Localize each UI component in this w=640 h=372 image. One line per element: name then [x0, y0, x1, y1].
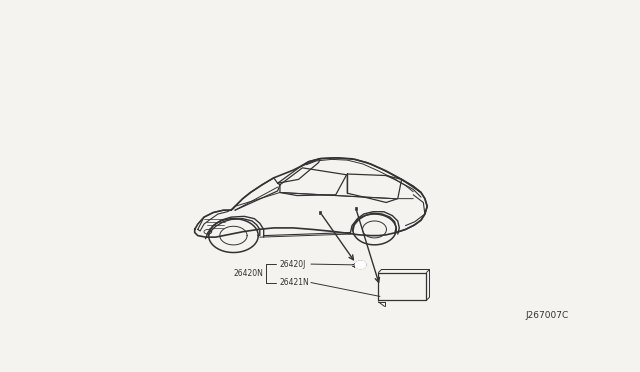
Bar — [319, 211, 321, 214]
Text: J267007C: J267007C — [525, 311, 568, 320]
Text: 26421N: 26421N — [279, 278, 309, 287]
Text: 26420N: 26420N — [233, 269, 263, 278]
Polygon shape — [355, 261, 366, 269]
Text: 26420J: 26420J — [279, 260, 305, 269]
Bar — [355, 208, 357, 210]
